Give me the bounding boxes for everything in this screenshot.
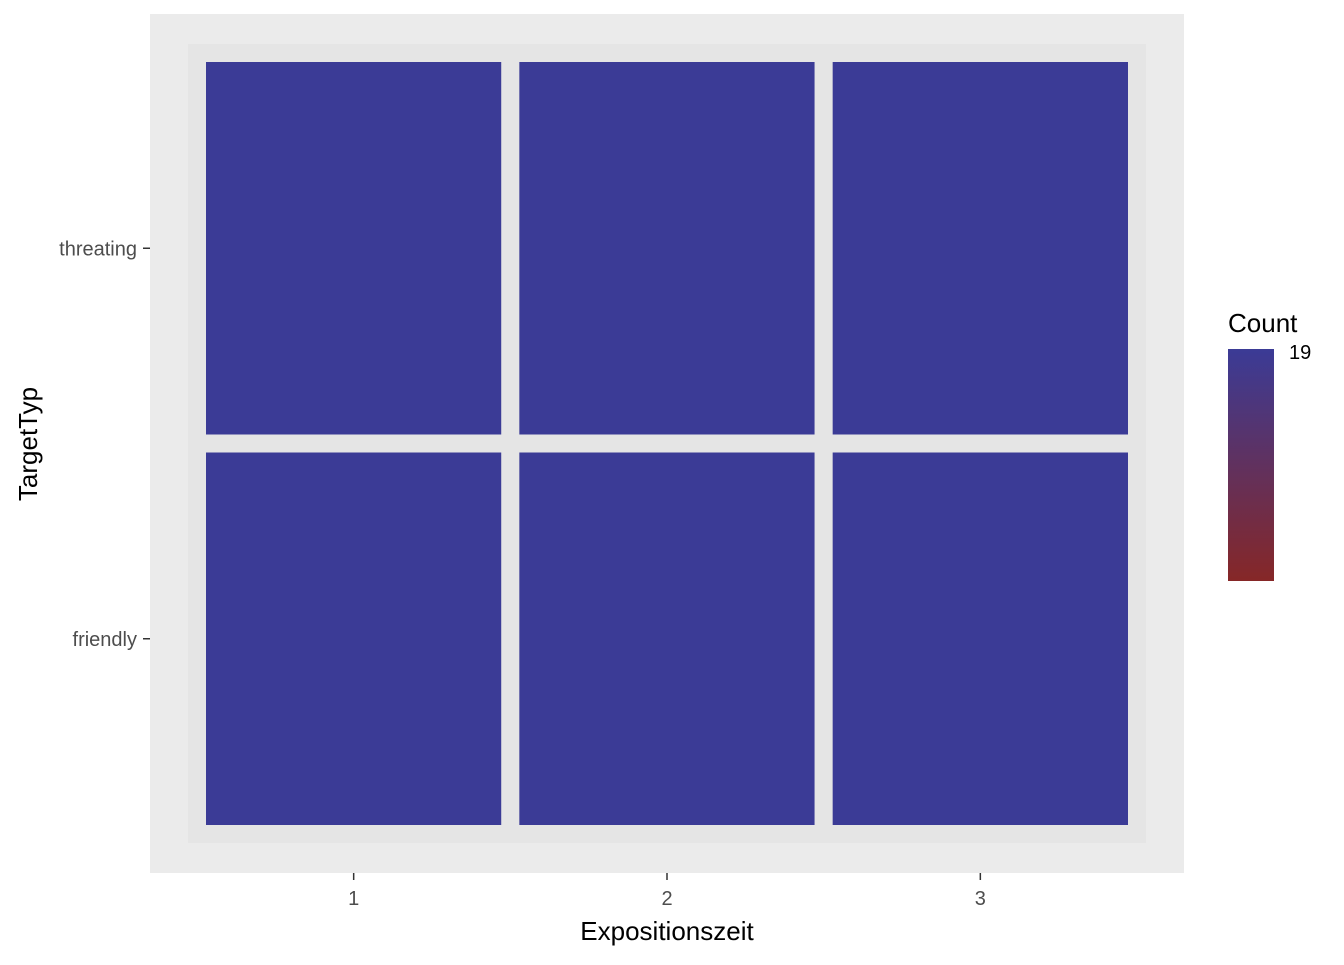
heatmap-cell (188, 44, 520, 453)
x-tick-label: 3 (975, 888, 986, 910)
heatmap-cells (188, 44, 1147, 843)
heatmap-cell (814, 44, 1147, 453)
y-axis: friendly threating (59, 238, 150, 651)
heatmap-cell (501, 434, 833, 843)
heatmap-cell (188, 434, 520, 843)
legend-title: Count (1228, 308, 1298, 338)
heatmap-cell (501, 44, 833, 453)
x-axis-title: Expositionszeit (580, 916, 754, 946)
legend: Count 19 (1228, 308, 1311, 581)
y-tick-label: threating (59, 238, 137, 260)
x-tick-label: 2 (661, 888, 672, 910)
x-axis: 1 2 3 (348, 873, 986, 910)
y-tick-label: friendly (73, 629, 137, 651)
heatmap-cell (814, 434, 1147, 843)
legend-colorbar (1228, 349, 1274, 581)
x-tick-label: 1 (348, 888, 359, 910)
y-axis-title: TargetTyp (13, 387, 43, 501)
legend-label: 19 (1289, 342, 1311, 364)
